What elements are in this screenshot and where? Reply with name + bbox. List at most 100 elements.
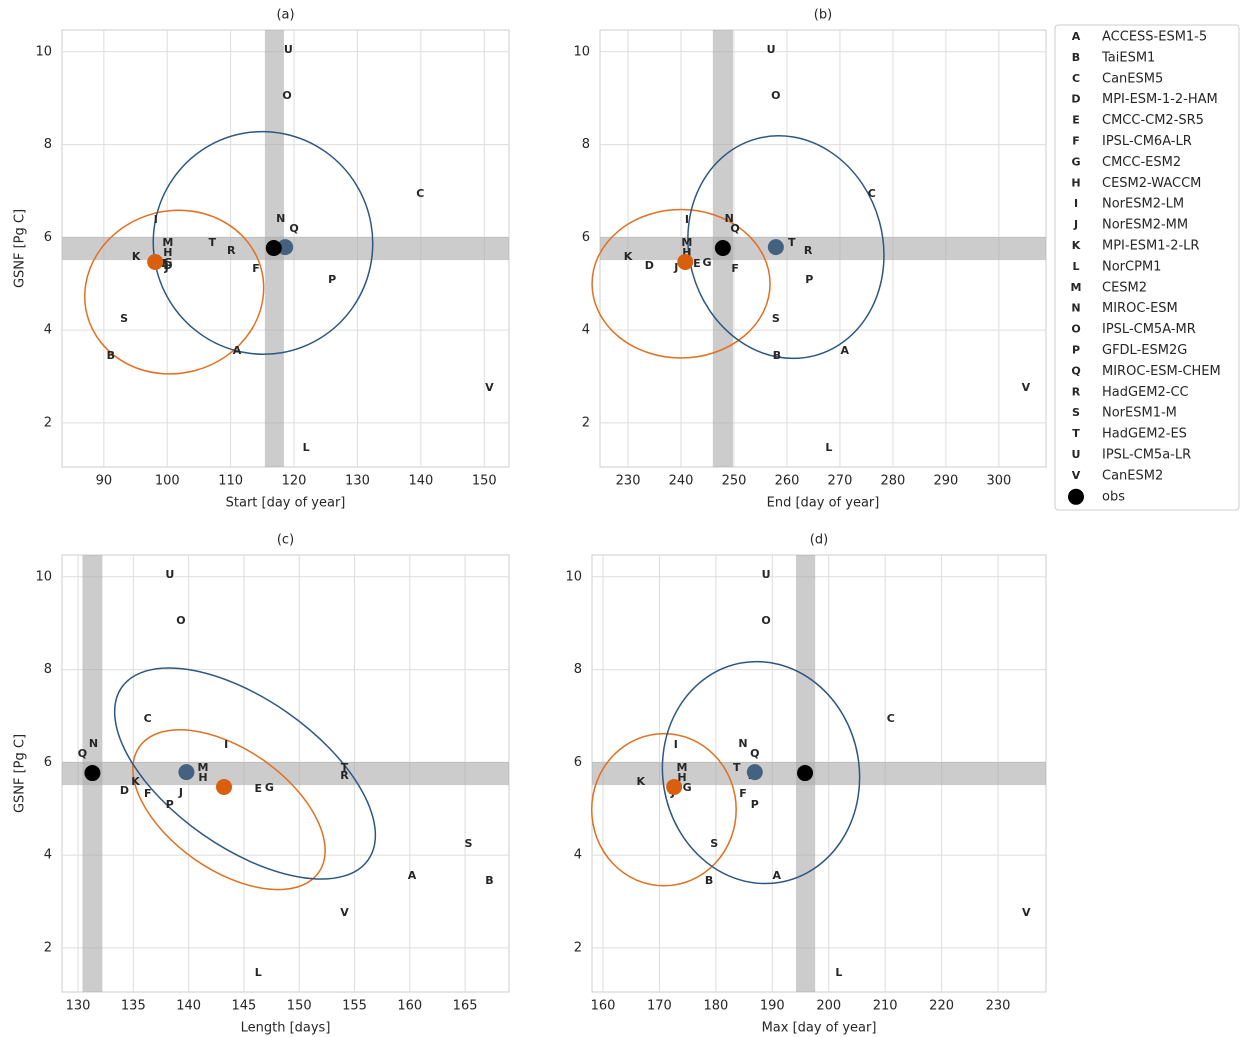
legend-marker: S xyxy=(1072,406,1080,419)
x-tick-label: 130 xyxy=(345,474,370,489)
legend-marker: N xyxy=(1071,302,1080,315)
model-point: F xyxy=(731,262,739,275)
legend-label: MPI-ESM-1-2-HAM xyxy=(1102,92,1218,107)
model-point: A xyxy=(840,344,849,357)
model-point: Q xyxy=(750,747,759,760)
model-point: G xyxy=(265,781,274,794)
y-tick-label: 2 xyxy=(574,940,582,955)
legend-marker: F xyxy=(1072,135,1080,148)
x-tick-label: 230 xyxy=(986,999,1011,1014)
model-point: S xyxy=(772,312,780,325)
model-point: D xyxy=(120,784,129,797)
model-point: F xyxy=(739,787,747,800)
legend-marker: U xyxy=(1072,448,1081,461)
model-point: C xyxy=(887,712,895,725)
x-tick-label: 155 xyxy=(342,999,367,1014)
legend-marker: K xyxy=(1072,239,1081,252)
model-point: B xyxy=(107,349,115,362)
model-point: A xyxy=(408,869,417,882)
model-point: U xyxy=(165,568,174,581)
ellipse xyxy=(590,732,737,887)
model-point: B xyxy=(485,874,493,887)
y-tick-label: 8 xyxy=(574,662,582,677)
panel: 230 240 250 260 270 280 290 300 2 4 6 8 10 (b) End [da… xyxy=(573,8,1047,511)
model-point: G xyxy=(683,781,692,794)
model-point: V xyxy=(340,906,349,919)
legend-marker: C xyxy=(1072,72,1080,85)
legend-marker: P xyxy=(1072,344,1080,357)
model-point: C xyxy=(868,187,876,200)
model-point: Q xyxy=(730,222,739,235)
model-point: E xyxy=(255,782,263,795)
x-tick-label: 230 xyxy=(616,474,641,489)
model-point: U xyxy=(762,568,771,581)
x-tick-label: 120 xyxy=(282,474,307,489)
y-tick-label: 6 xyxy=(582,230,590,245)
model-point: M xyxy=(681,236,692,249)
model-point: B xyxy=(705,874,713,887)
obs-band xyxy=(600,236,1046,261)
model-point: D xyxy=(163,259,172,272)
x-tick-label: 240 xyxy=(669,474,694,489)
legend-marker: A xyxy=(1072,30,1081,43)
model-point: L xyxy=(835,966,842,979)
ensemble-mean xyxy=(216,778,233,795)
legend-label: MIROC-ESM-CHEM xyxy=(1102,364,1221,379)
model-point: K xyxy=(131,775,140,788)
y-tick-label: 2 xyxy=(582,415,590,430)
legend-label: IPSL-CM5a-LR xyxy=(1102,448,1191,463)
x-tick-label: 130 xyxy=(66,999,91,1014)
legend-label: NorESM1-M xyxy=(1102,406,1177,421)
ensemble-mean xyxy=(178,764,195,781)
model-point: S xyxy=(710,837,718,850)
model-point: F xyxy=(252,262,260,275)
legend-label: obs xyxy=(1102,489,1125,504)
x-tick-label: 200 xyxy=(816,999,841,1014)
model-point: P xyxy=(751,798,759,811)
model-point: T xyxy=(733,761,741,774)
obs-band xyxy=(62,761,509,786)
y-tick-label: 10 xyxy=(35,569,52,584)
model-point: T xyxy=(341,761,349,774)
model-point: J xyxy=(673,261,678,274)
model-point: V xyxy=(1022,381,1031,394)
model-point: L xyxy=(303,441,310,454)
ellipse xyxy=(113,667,377,880)
model-point: Q xyxy=(78,747,87,760)
model-point: I xyxy=(154,213,158,226)
model-point: V xyxy=(1022,906,1031,919)
panel: 160 170 180 190 200 210 220 230 2 4 6 8 10 (d) Max [da… xyxy=(565,533,1047,1036)
legend-label: HadGEM2-ES xyxy=(1102,427,1187,442)
model-point: M xyxy=(198,761,209,774)
legend-box xyxy=(1054,24,1240,511)
x-tick-label: 260 xyxy=(775,474,800,489)
y-tick-label: 10 xyxy=(573,44,590,59)
model-point: C xyxy=(416,187,424,200)
obs-point xyxy=(797,765,814,782)
x-tick-label: 150 xyxy=(287,999,312,1014)
model-point: J xyxy=(164,261,169,274)
x-tick-label: 300 xyxy=(986,474,1011,489)
legend-marker: G xyxy=(1071,155,1080,168)
y-tick-label: 2 xyxy=(44,940,52,955)
panel-title: (b) xyxy=(814,8,832,23)
model-point: E xyxy=(693,257,701,270)
legend-label: CanESM2 xyxy=(1102,468,1163,483)
model-point: U xyxy=(284,43,293,56)
model-point: R xyxy=(227,244,236,257)
model-point: N xyxy=(738,737,747,750)
panel-title: (a) xyxy=(276,8,294,23)
model-point: L xyxy=(825,441,832,454)
model-point: P xyxy=(166,798,174,811)
ensemble-mean xyxy=(677,253,694,270)
legend-marker: L xyxy=(1072,260,1079,273)
legend-marker: R xyxy=(1072,385,1081,398)
legend-marker: I xyxy=(1074,197,1078,210)
model-point: B xyxy=(773,349,781,362)
obs-point xyxy=(714,240,731,257)
model-point: G xyxy=(163,256,172,269)
ensemble-mean xyxy=(277,239,294,256)
legend-label: CMCC-CM2-SR5 xyxy=(1102,113,1204,128)
x-tick-label: 190 xyxy=(760,999,785,1014)
legend-marker: B xyxy=(1072,51,1080,64)
